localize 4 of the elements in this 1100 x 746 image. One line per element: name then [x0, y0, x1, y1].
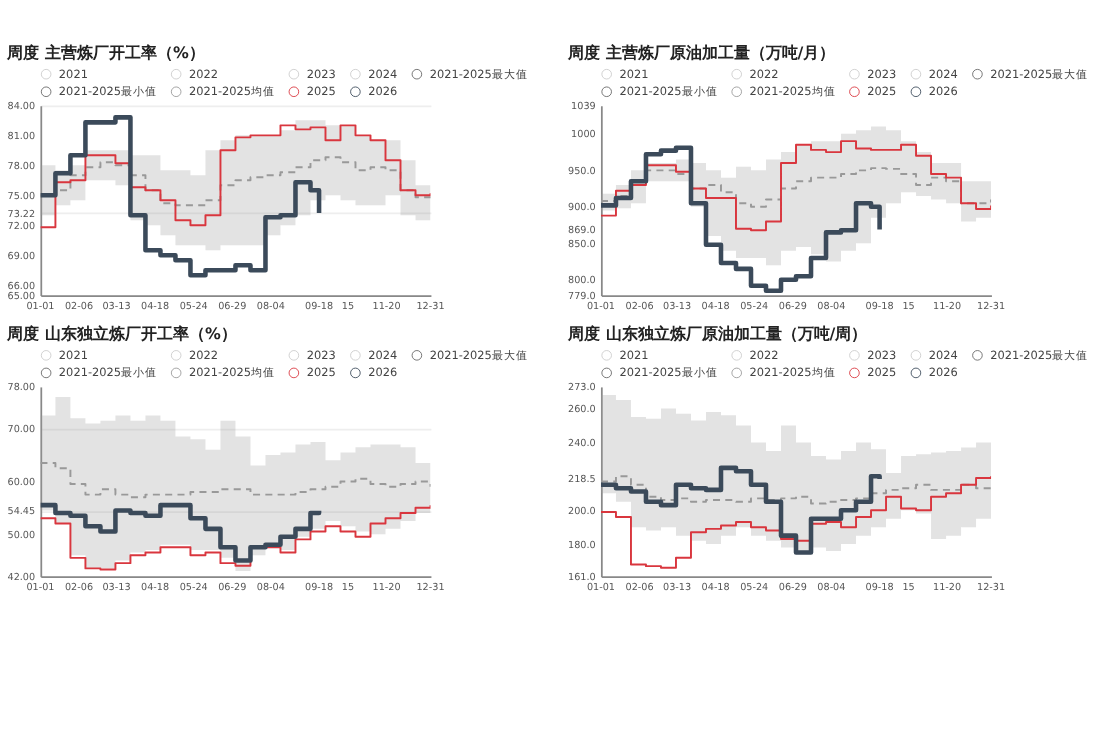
chart-title: 周度 主营炼厂原油加工量（万吨/月） — [566, 41, 836, 62]
chart-title: 周度 山东独立炼厂开工率（%） — [5, 323, 237, 344]
chart-title: 周度 主营炼厂开工率（%） — [5, 41, 205, 62]
chart-title: 周度 山东独立炼厂原油加工量（万吨/周） — [566, 323, 868, 344]
